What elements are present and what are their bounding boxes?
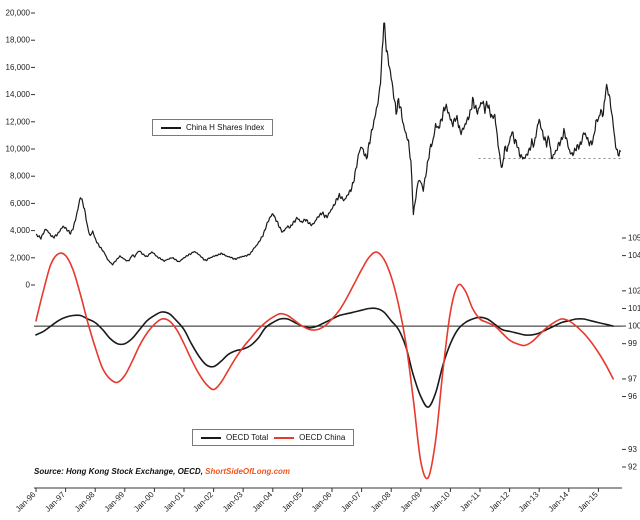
source-prefix-text: Source: Hong Kong Stock Exchange, OECD,	[34, 467, 206, 476]
svg-text:Jan-14: Jan-14	[547, 490, 571, 514]
svg-text:Jan-08: Jan-08	[369, 490, 393, 514]
svg-text:Jan-99: Jan-99	[103, 490, 127, 514]
oecd-china-legend-label: OECD China	[299, 433, 346, 442]
svg-text:Jan-00: Jan-00	[132, 490, 156, 514]
svg-text:Jan-06: Jan-06	[310, 490, 334, 514]
svg-text:Jan-97: Jan-97	[43, 490, 67, 514]
svg-text:Jan-07: Jan-07	[339, 490, 363, 514]
svg-text:Jan-09: Jan-09	[399, 490, 423, 514]
svg-text:16,000: 16,000	[6, 63, 31, 72]
svg-text:10,000: 10,000	[6, 145, 31, 154]
price-legend-label: China H Shares Index	[186, 123, 265, 132]
source-site-link: ShortSideOfLong.com	[205, 467, 291, 476]
svg-text:99: 99	[628, 339, 637, 348]
svg-text:18,000: 18,000	[6, 36, 31, 45]
svg-text:Jan-02: Jan-02	[191, 490, 215, 514]
svg-text:4,000: 4,000	[10, 226, 31, 235]
svg-text:Jan-98: Jan-98	[73, 490, 97, 514]
price-series-line-sample	[161, 126, 181, 129]
svg-text:20,000: 20,000	[6, 9, 31, 18]
svg-text:101: 101	[628, 304, 640, 313]
price-legend: China H Shares Index	[152, 119, 274, 136]
svg-text:100: 100	[628, 322, 640, 331]
svg-text:104: 104	[628, 251, 640, 260]
svg-text:0: 0	[26, 281, 31, 290]
oecd-total-line-sample	[201, 436, 221, 439]
svg-text:Jan-11: Jan-11	[458, 490, 482, 514]
svg-text:12,000: 12,000	[6, 117, 31, 126]
svg-text:2,000: 2,000	[10, 253, 31, 262]
svg-text:Jan-96: Jan-96	[14, 490, 38, 514]
svg-text:97: 97	[628, 374, 637, 383]
indicator-legend-item-oecd-total: OECD Total	[201, 433, 268, 442]
svg-text:102: 102	[628, 286, 640, 295]
svg-text:Jan-03: Jan-03	[221, 490, 245, 514]
svg-text:Jan-15: Jan-15	[576, 490, 600, 514]
svg-text:Jan-01: Jan-01	[162, 490, 186, 514]
indicator-legend-item-oecd-china: OECD China	[274, 433, 345, 442]
svg-text:Jan-05: Jan-05	[280, 490, 304, 514]
svg-text:105: 105	[628, 234, 640, 243]
svg-text:Jan-12: Jan-12	[487, 490, 511, 514]
oecd-total-legend-label: OECD Total	[226, 433, 269, 442]
oecd-china-line-sample	[274, 436, 295, 439]
price-legend-item: China H Shares Index	[161, 123, 264, 132]
svg-text:14,000: 14,000	[6, 90, 31, 99]
svg-text:92: 92	[628, 463, 637, 472]
svg-text:Jan-13: Jan-13	[517, 490, 541, 514]
svg-text:Jan-04: Jan-04	[251, 490, 275, 514]
svg-text:96: 96	[628, 392, 637, 401]
svg-text:6,000: 6,000	[10, 199, 31, 208]
indicator-legend: OECD Total OECD China	[192, 429, 355, 446]
source-note: Source: Hong Kong Stock Exchange, OECD, …	[34, 467, 290, 476]
svg-text:8,000: 8,000	[10, 172, 31, 181]
svg-text:Jan-10: Jan-10	[428, 490, 452, 514]
svg-text:93: 93	[628, 445, 637, 454]
